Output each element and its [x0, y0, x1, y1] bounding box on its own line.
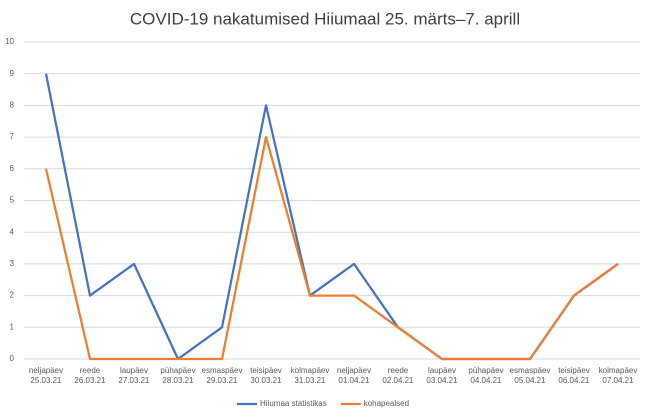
x-tick-label-line: neljapäev [29, 366, 63, 375]
x-tick-label-line: teisipäev [558, 366, 590, 375]
y-tick-label: 4 [10, 227, 15, 236]
x-tick-label-line: 01.04.21 [338, 376, 370, 385]
x-tick-label-line: esmaspäev [510, 366, 551, 375]
y-tick-label: 10 [5, 37, 14, 46]
x-tick-label-line: kolmapäev [599, 366, 638, 375]
x-tick-label: pühapäev 28.03.21 [160, 366, 195, 385]
x-tick-label: laupäev 03.04.21 [426, 366, 458, 385]
x-tick-label: reede 02.04.21 [382, 366, 414, 385]
x-tick-label-line: 04.04.21 [470, 376, 502, 385]
legend-label: kohapealsed [364, 399, 409, 408]
x-tick-label: reede 26.03.21 [74, 366, 106, 385]
x-tick-label: teisipäev 30.03.21 [250, 366, 282, 385]
x-tick-label-line: 06.04.21 [558, 376, 590, 385]
y-tick-label: 3 [10, 259, 15, 268]
x-tick-label-line: neljapäev [337, 366, 371, 375]
x-tick-label-line: 03.04.21 [426, 376, 458, 385]
x-tick-label: kolmapäev 31.03.21 [291, 366, 330, 385]
y-tick-label: 1 [10, 322, 15, 331]
x-tick-label: neljapäev 25.03.21 [29, 366, 63, 385]
x-tick-label: teisipäev 06.04.21 [558, 366, 590, 385]
y-tick-label: 8 [10, 101, 15, 110]
x-tick-label-line: kolmapäev [291, 366, 330, 375]
x-tick-label-line: reede [80, 366, 101, 375]
y-tick-label: 9 [10, 69, 15, 78]
x-tick-label-line: laupäev [428, 366, 456, 375]
x-tick-label-line: 05.04.21 [514, 376, 546, 385]
legend-label: Hiiumaa statistikas [260, 399, 327, 408]
y-tick-label: 0 [10, 354, 15, 363]
x-tick-label-line: 28.03.21 [162, 376, 194, 385]
x-tick-label-line: 31.03.21 [294, 376, 326, 385]
x-tick-label-line: 26.03.21 [74, 376, 106, 385]
x-tick-label-line: 07.04.21 [602, 376, 634, 385]
x-tick-label-line: laupäev [120, 366, 148, 375]
x-tick-label: kolmapäev 07.04.21 [599, 366, 638, 385]
x-tick-label-line: reede [388, 366, 409, 375]
y-tick-label: 2 [10, 291, 15, 300]
x-tick-label: neljapäev 01.04.21 [337, 366, 371, 385]
x-tick-label: esmaspäev 05.04.21 [510, 366, 551, 385]
y-tick-label: 6 [10, 164, 15, 173]
y-tick-label: 7 [10, 132, 15, 141]
x-tick-label-line: 02.04.21 [382, 376, 414, 385]
x-tick-label-line: 29.03.21 [206, 376, 238, 385]
series-line [44, 135, 619, 361]
x-tick-label-line: 25.03.21 [30, 376, 62, 385]
x-tick-label-line: 30.03.21 [250, 376, 282, 385]
series-line [44, 73, 619, 361]
x-tick-label-line: pühapäev [468, 366, 503, 375]
x-tick-label: laupäev 27.03.21 [118, 366, 150, 385]
x-tick-label-line: teisipäev [250, 366, 282, 375]
x-tick-label-line: esmaspäev [202, 366, 243, 375]
x-tick-label-line: pühapäev [160, 366, 195, 375]
x-tick-label-line: 27.03.21 [118, 376, 150, 385]
chart-title: COVID-19 nakatumised Hiiumaal 25. märts–… [130, 9, 520, 28]
x-tick-label: pühapäev 04.04.21 [468, 366, 503, 385]
y-tick-label: 5 [10, 196, 15, 205]
x-tick-label: esmaspäev 29.03.21 [202, 366, 243, 385]
